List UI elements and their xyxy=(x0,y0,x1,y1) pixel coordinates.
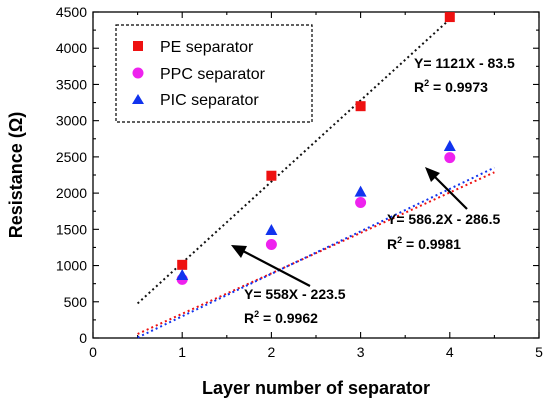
y-tick-label: 4500 xyxy=(56,4,87,20)
data-point-circle xyxy=(265,239,277,251)
annotation-pe-r2: R2 = 0.9973 xyxy=(414,78,488,95)
x-tick-label: 2 xyxy=(268,344,276,360)
x-tick-label: 1 xyxy=(178,344,186,360)
legend-label-pic: PIC separator xyxy=(160,92,259,109)
y-tick-label: 2000 xyxy=(56,185,87,201)
annotation-ppc-arrowhead xyxy=(231,245,247,258)
legend-label-ppc: PPC separator xyxy=(160,66,266,83)
fit-line xyxy=(137,171,495,335)
annotation-ppc-r2: R2 = 0.9962 xyxy=(244,309,318,326)
y-axis-ticks: 0 500 1000 1500 2000 2500 3000 3500 4000 4500 xyxy=(56,4,539,346)
annotation-ppc-equation: Y= 558X - 223.5 xyxy=(244,286,346,302)
data-point-triangle xyxy=(354,185,367,197)
y-tick-label: 1500 xyxy=(56,221,87,237)
legend: PE separator PPC separator PIC separator xyxy=(115,24,313,123)
y-tick-label: 3500 xyxy=(56,76,87,92)
legend-label-pe: PE separator xyxy=(160,39,254,56)
y-tick-label: 500 xyxy=(64,294,88,310)
y-axis-title: Resistance (Ω) xyxy=(6,112,26,238)
fit-lines xyxy=(136,18,495,339)
legend-marker-pe xyxy=(133,41,143,51)
annotation-pe: Y= 1121X - 83.5 R2 = 0.9973 xyxy=(414,55,515,95)
data-point-triangle xyxy=(443,140,456,152)
annotation-pic: Y= 586.2X - 286.5 R2 = 0.9981 xyxy=(387,167,500,252)
data-point-square xyxy=(177,259,188,270)
annotation-pic-equation: Y= 586.2X - 286.5 xyxy=(387,211,500,227)
data-point-square xyxy=(444,12,455,23)
x-axis-title: Layer number of separator xyxy=(202,378,430,398)
legend-box xyxy=(115,24,313,123)
data-point-triangle xyxy=(176,268,189,280)
x-tick-label: 5 xyxy=(535,344,543,360)
data-point-circle xyxy=(355,197,367,209)
x-tick-label: 0 xyxy=(89,344,97,360)
annotation-ppc-arrow xyxy=(242,250,311,287)
x-tick-label: 3 xyxy=(357,344,365,360)
y-tick-label: 0 xyxy=(79,330,87,346)
annotation-pic-arrowhead xyxy=(425,167,440,182)
data-points xyxy=(176,12,456,285)
x-axis-ticks: 0 1 2 3 4 5 xyxy=(89,12,543,360)
legend-marker-ppc xyxy=(132,67,144,79)
data-point-circle xyxy=(444,152,456,164)
data-point-square xyxy=(355,101,366,112)
data-point-triangle xyxy=(265,224,278,236)
y-tick-label: 2500 xyxy=(56,149,87,165)
y-tick-label: 1000 xyxy=(56,258,87,274)
fit-line xyxy=(137,166,495,339)
y-tick-label: 3000 xyxy=(56,113,87,129)
data-point-square xyxy=(266,170,277,181)
annotation-pe-equation: Y= 1121X - 83.5 xyxy=(414,55,515,71)
fit-line xyxy=(136,18,451,305)
legend-marker-pic xyxy=(132,94,144,104)
x-tick-label: 4 xyxy=(446,344,454,360)
y-tick-label: 4000 xyxy=(56,40,87,56)
annotation-pic-r2: R2 = 0.9981 xyxy=(387,235,461,252)
annotation-ppc: Y= 558X - 223.5 R2 = 0.9962 xyxy=(231,245,346,326)
annotation-pic-arrow xyxy=(433,175,468,210)
